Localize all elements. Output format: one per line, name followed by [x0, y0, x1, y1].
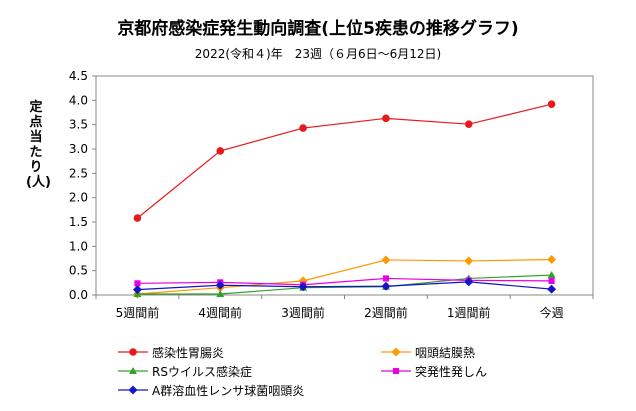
legend-item: 突発性発しん — [381, 364, 487, 379]
legend-item: 咽頭結膜熱 — [381, 346, 475, 360]
y-tick-label: 4.0 — [69, 93, 88, 107]
data-point — [133, 214, 142, 222]
y-tick-label: 2.0 — [69, 191, 88, 205]
data-point — [216, 147, 225, 155]
data-point — [547, 254, 557, 265]
x-tick-label: 5週間前 — [116, 305, 160, 320]
y-tick-label: 3.5 — [69, 118, 88, 132]
series-line — [137, 258, 552, 295]
x-tick-label: 2週間前 — [364, 305, 408, 320]
data-point — [298, 282, 308, 292]
legend-label: RSウイルス感染症 — [152, 364, 252, 379]
legend-marker — [391, 347, 401, 357]
series-line — [137, 274, 552, 295]
data-point — [382, 114, 390, 123]
legend-item: A群溶血性レンサ球菌咽頭炎 — [118, 383, 304, 398]
series-5 — [132, 277, 557, 295]
chart-subtitle: 2022(令和４)年 23週（６月6日～6月12日) — [194, 47, 442, 61]
data-point — [381, 281, 391, 291]
data-point — [464, 256, 474, 266]
data-point — [216, 289, 225, 298]
data-point — [547, 284, 557, 294]
legend-marker — [392, 367, 400, 375]
data-point — [299, 124, 307, 132]
plot-area-border — [95, 75, 594, 296]
x-tick-label: 今週 — [540, 305, 564, 320]
legend-label: 突発性発しん — [415, 364, 487, 379]
legend-marker — [129, 348, 137, 356]
y-tick-label: 4.5 — [69, 69, 88, 83]
data-point — [382, 275, 389, 282]
series-layer — [132, 100, 557, 299]
x-tick-label: 4週間前 — [198, 305, 242, 320]
y-tick-label: 3.0 — [69, 142, 88, 156]
legend: 感染性胃腸炎 咽頭結膜熱 RSウイルス感染症 突発性発しん A群溶血性レンサ球菌咽頭炎 — [118, 345, 487, 398]
legend-item: RSウイルス感染症 — [118, 364, 252, 379]
legend-marker — [128, 385, 138, 395]
y-tick-label: 0.5 — [69, 264, 88, 278]
data-point — [547, 100, 556, 109]
series-line — [137, 281, 552, 291]
chart-title: 京都府感染症発生動向調査(上位5疾患の推移グラフ) — [117, 19, 519, 39]
data-point — [464, 120, 473, 128]
y-tick-label: 1.0 — [69, 239, 88, 253]
series-2 — [132, 254, 557, 299]
y-tick-label: 1.5 — [69, 215, 88, 229]
x-tick-label: 1週間前 — [447, 305, 491, 320]
data-point — [548, 277, 555, 284]
legend-label: A群溶血性レンサ球菌咽頭炎 — [152, 383, 304, 398]
data-point — [215, 280, 225, 290]
data-point — [464, 277, 474, 287]
legend-label: 感染性胃腸炎 — [152, 345, 224, 360]
legend-label: 咽頭結膜熱 — [415, 346, 475, 360]
series-1 — [133, 100, 556, 222]
series-line — [137, 103, 552, 219]
data-point — [381, 255, 391, 265]
series-line — [137, 277, 552, 286]
x-tick-label: 3週間前 — [281, 305, 325, 320]
legend-marker — [128, 366, 138, 375]
y-tick-label: 0.0 — [69, 288, 88, 302]
legend-item: 感染性胃腸炎 — [118, 345, 224, 360]
data-point — [132, 285, 142, 295]
y-tick-label: 2.5 — [69, 166, 88, 180]
axes: 0.0 0.5 1.0 1.5 2.0 2.5 3.0 3.5 4.0 4.5 5週間前 4週間前 3週… — [69, 69, 594, 320]
